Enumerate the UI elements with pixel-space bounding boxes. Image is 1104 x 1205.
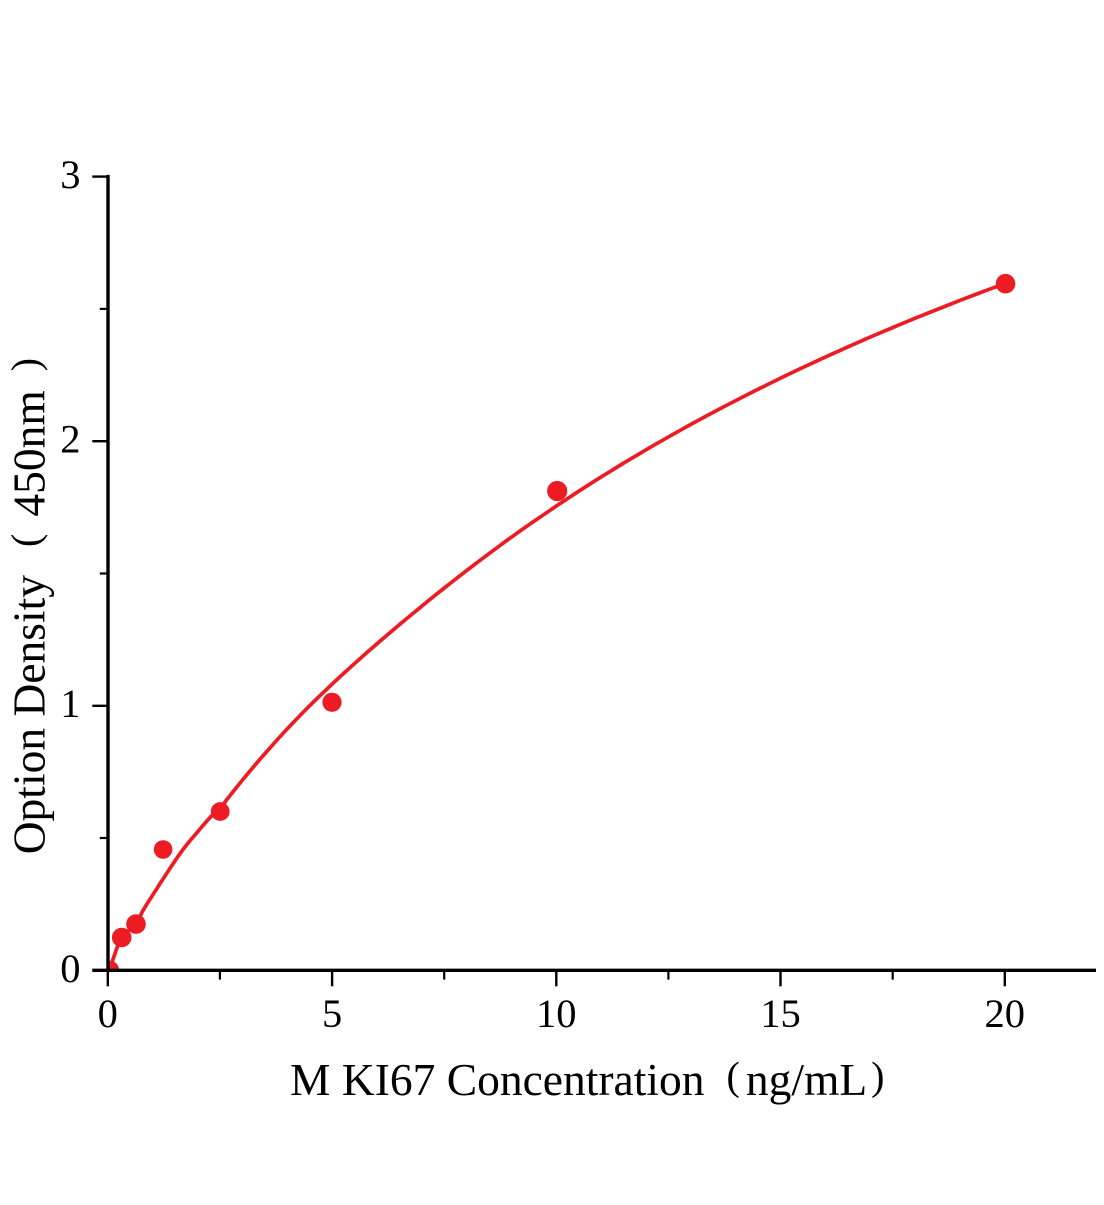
svg-text:2: 2: [60, 417, 80, 462]
svg-text:5: 5: [322, 991, 342, 1036]
svg-text:10: 10: [536, 991, 577, 1036]
svg-text:M KI67 Concentration(ng/mL): M KI67 Concentration(ng/mL): [290, 1054, 884, 1106]
svg-text:Option Density(450nm): Option Density(450nm): [3, 358, 55, 854]
svg-text:1: 1: [60, 681, 80, 726]
svg-text:15: 15: [760, 991, 801, 1036]
svg-text:3: 3: [60, 152, 80, 197]
svg-text:20: 20: [985, 991, 1026, 1036]
svg-text:0: 0: [98, 991, 118, 1036]
svg-text:0: 0: [60, 946, 80, 991]
